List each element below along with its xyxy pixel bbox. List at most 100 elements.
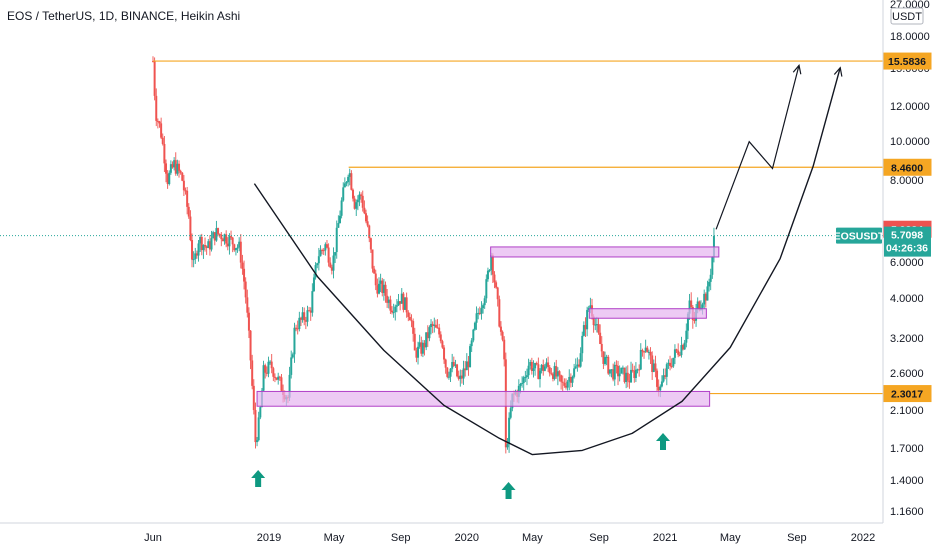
candle-body — [408, 316, 411, 321]
candle-body — [508, 417, 511, 445]
candle-body — [265, 372, 268, 374]
price-tick-label: 1.4000 — [890, 475, 924, 487]
candle-body — [574, 366, 577, 369]
candle-body — [350, 173, 353, 190]
candle-body — [657, 386, 660, 391]
candle-body — [264, 365, 267, 373]
time-axis[interactable]: Jun 2019 May Sep 2020 May Sep 2021 May Sep 2022 — [0, 522, 883, 544]
candle-body — [379, 280, 382, 284]
level-price-tag[interactable]: 2.3017 — [883, 385, 932, 403]
price-tick-label: 12.0000 — [890, 101, 930, 113]
candle-body — [202, 244, 205, 251]
candle-body — [392, 312, 395, 314]
candle-body — [641, 349, 644, 352]
candle-body — [573, 368, 576, 377]
currency-badge[interactable]: USDT — [890, 7, 924, 25]
candle-body — [434, 324, 437, 328]
candle-body — [259, 407, 262, 418]
candle-body — [561, 381, 564, 383]
candle-body — [464, 368, 467, 371]
candle-body — [475, 313, 478, 323]
candle-body — [399, 301, 402, 304]
candle-body — [355, 202, 358, 209]
symbol-price-label[interactable]: EOSUSDT — [834, 227, 885, 244]
candle-body — [438, 327, 441, 335]
level-price-tag[interactable]: 15.5836 — [883, 52, 932, 70]
candle-body — [169, 164, 172, 173]
signal-up-arrow-icon — [501, 482, 516, 499]
candle-body — [519, 384, 522, 386]
candle-body — [451, 362, 454, 369]
candle-body — [595, 324, 598, 326]
time-tick-label: May — [720, 532, 741, 544]
candle-body — [160, 123, 163, 138]
candle-body — [230, 236, 233, 238]
cup-curve — [253, 67, 841, 456]
candle-body — [376, 285, 379, 294]
candle-body — [381, 280, 384, 293]
candle-body — [267, 361, 270, 374]
candle-body — [301, 312, 304, 320]
candle-body — [400, 293, 403, 304]
cup-arrowhead — [833, 66, 843, 77]
candle-body — [325, 244, 328, 248]
candle-body — [610, 369, 613, 371]
candle-body — [269, 361, 272, 363]
candle-body — [205, 246, 208, 248]
candle-body — [639, 349, 642, 370]
candle-body — [553, 366, 556, 379]
candle-body — [356, 199, 359, 203]
candle-body — [270, 361, 273, 369]
price-tick-label: 18.0000 — [890, 31, 930, 43]
candle-body — [568, 376, 571, 382]
candle-body — [179, 170, 182, 173]
candle-body — [550, 373, 553, 375]
chart-title: EOS / TetherUS, 1D, BINANCE, Heikin Ashi — [7, 9, 240, 23]
candle-body — [600, 343, 603, 352]
candle-body — [299, 317, 302, 320]
candle-body — [620, 367, 623, 374]
candle-body — [478, 312, 481, 314]
candle-body — [485, 279, 488, 299]
level-price-tag[interactable]: 8.4600 — [883, 158, 932, 176]
candle-body — [176, 163, 179, 174]
candle-body — [709, 274, 712, 282]
candle-body — [490, 255, 493, 271]
candle-body — [233, 244, 236, 251]
candle-body — [366, 221, 369, 226]
candle-body — [615, 364, 618, 366]
level-price-tag-box — [883, 52, 932, 70]
candle-body — [621, 367, 624, 369]
candle-body — [213, 232, 216, 241]
signal-up-arrow-icon — [656, 433, 671, 450]
candle-body — [613, 364, 616, 380]
time-tick-label: 2019 — [257, 532, 281, 544]
candle-body — [584, 325, 587, 330]
candle-body — [623, 367, 626, 382]
candle-body — [647, 351, 650, 353]
candle-body — [556, 371, 559, 377]
candle-body — [582, 325, 585, 336]
candle-body — [678, 354, 681, 356]
candle-body — [327, 247, 330, 263]
candle-body — [711, 256, 714, 275]
candle-body — [249, 330, 252, 361]
candle-body — [638, 369, 641, 371]
candle-body — [423, 342, 426, 348]
price-axis[interactable]: 1.1600 1.4000 1.7000 2.1000 2.6000 3.2000 4.00… — [882, 0, 932, 523]
price-tick-label: 27.0000 — [890, 0, 930, 11]
candle-body — [480, 308, 483, 314]
projection-arrowhead — [792, 64, 802, 75]
candle-body — [322, 250, 325, 252]
candle-body — [234, 248, 237, 251]
symbol-label-box — [836, 227, 882, 244]
candle-body — [644, 347, 647, 352]
candle-body — [239, 241, 242, 263]
candle-body — [482, 305, 485, 309]
candle-body — [605, 356, 608, 358]
candle-body — [529, 362, 532, 366]
candle-body — [652, 363, 655, 373]
candle-body — [304, 320, 307, 322]
